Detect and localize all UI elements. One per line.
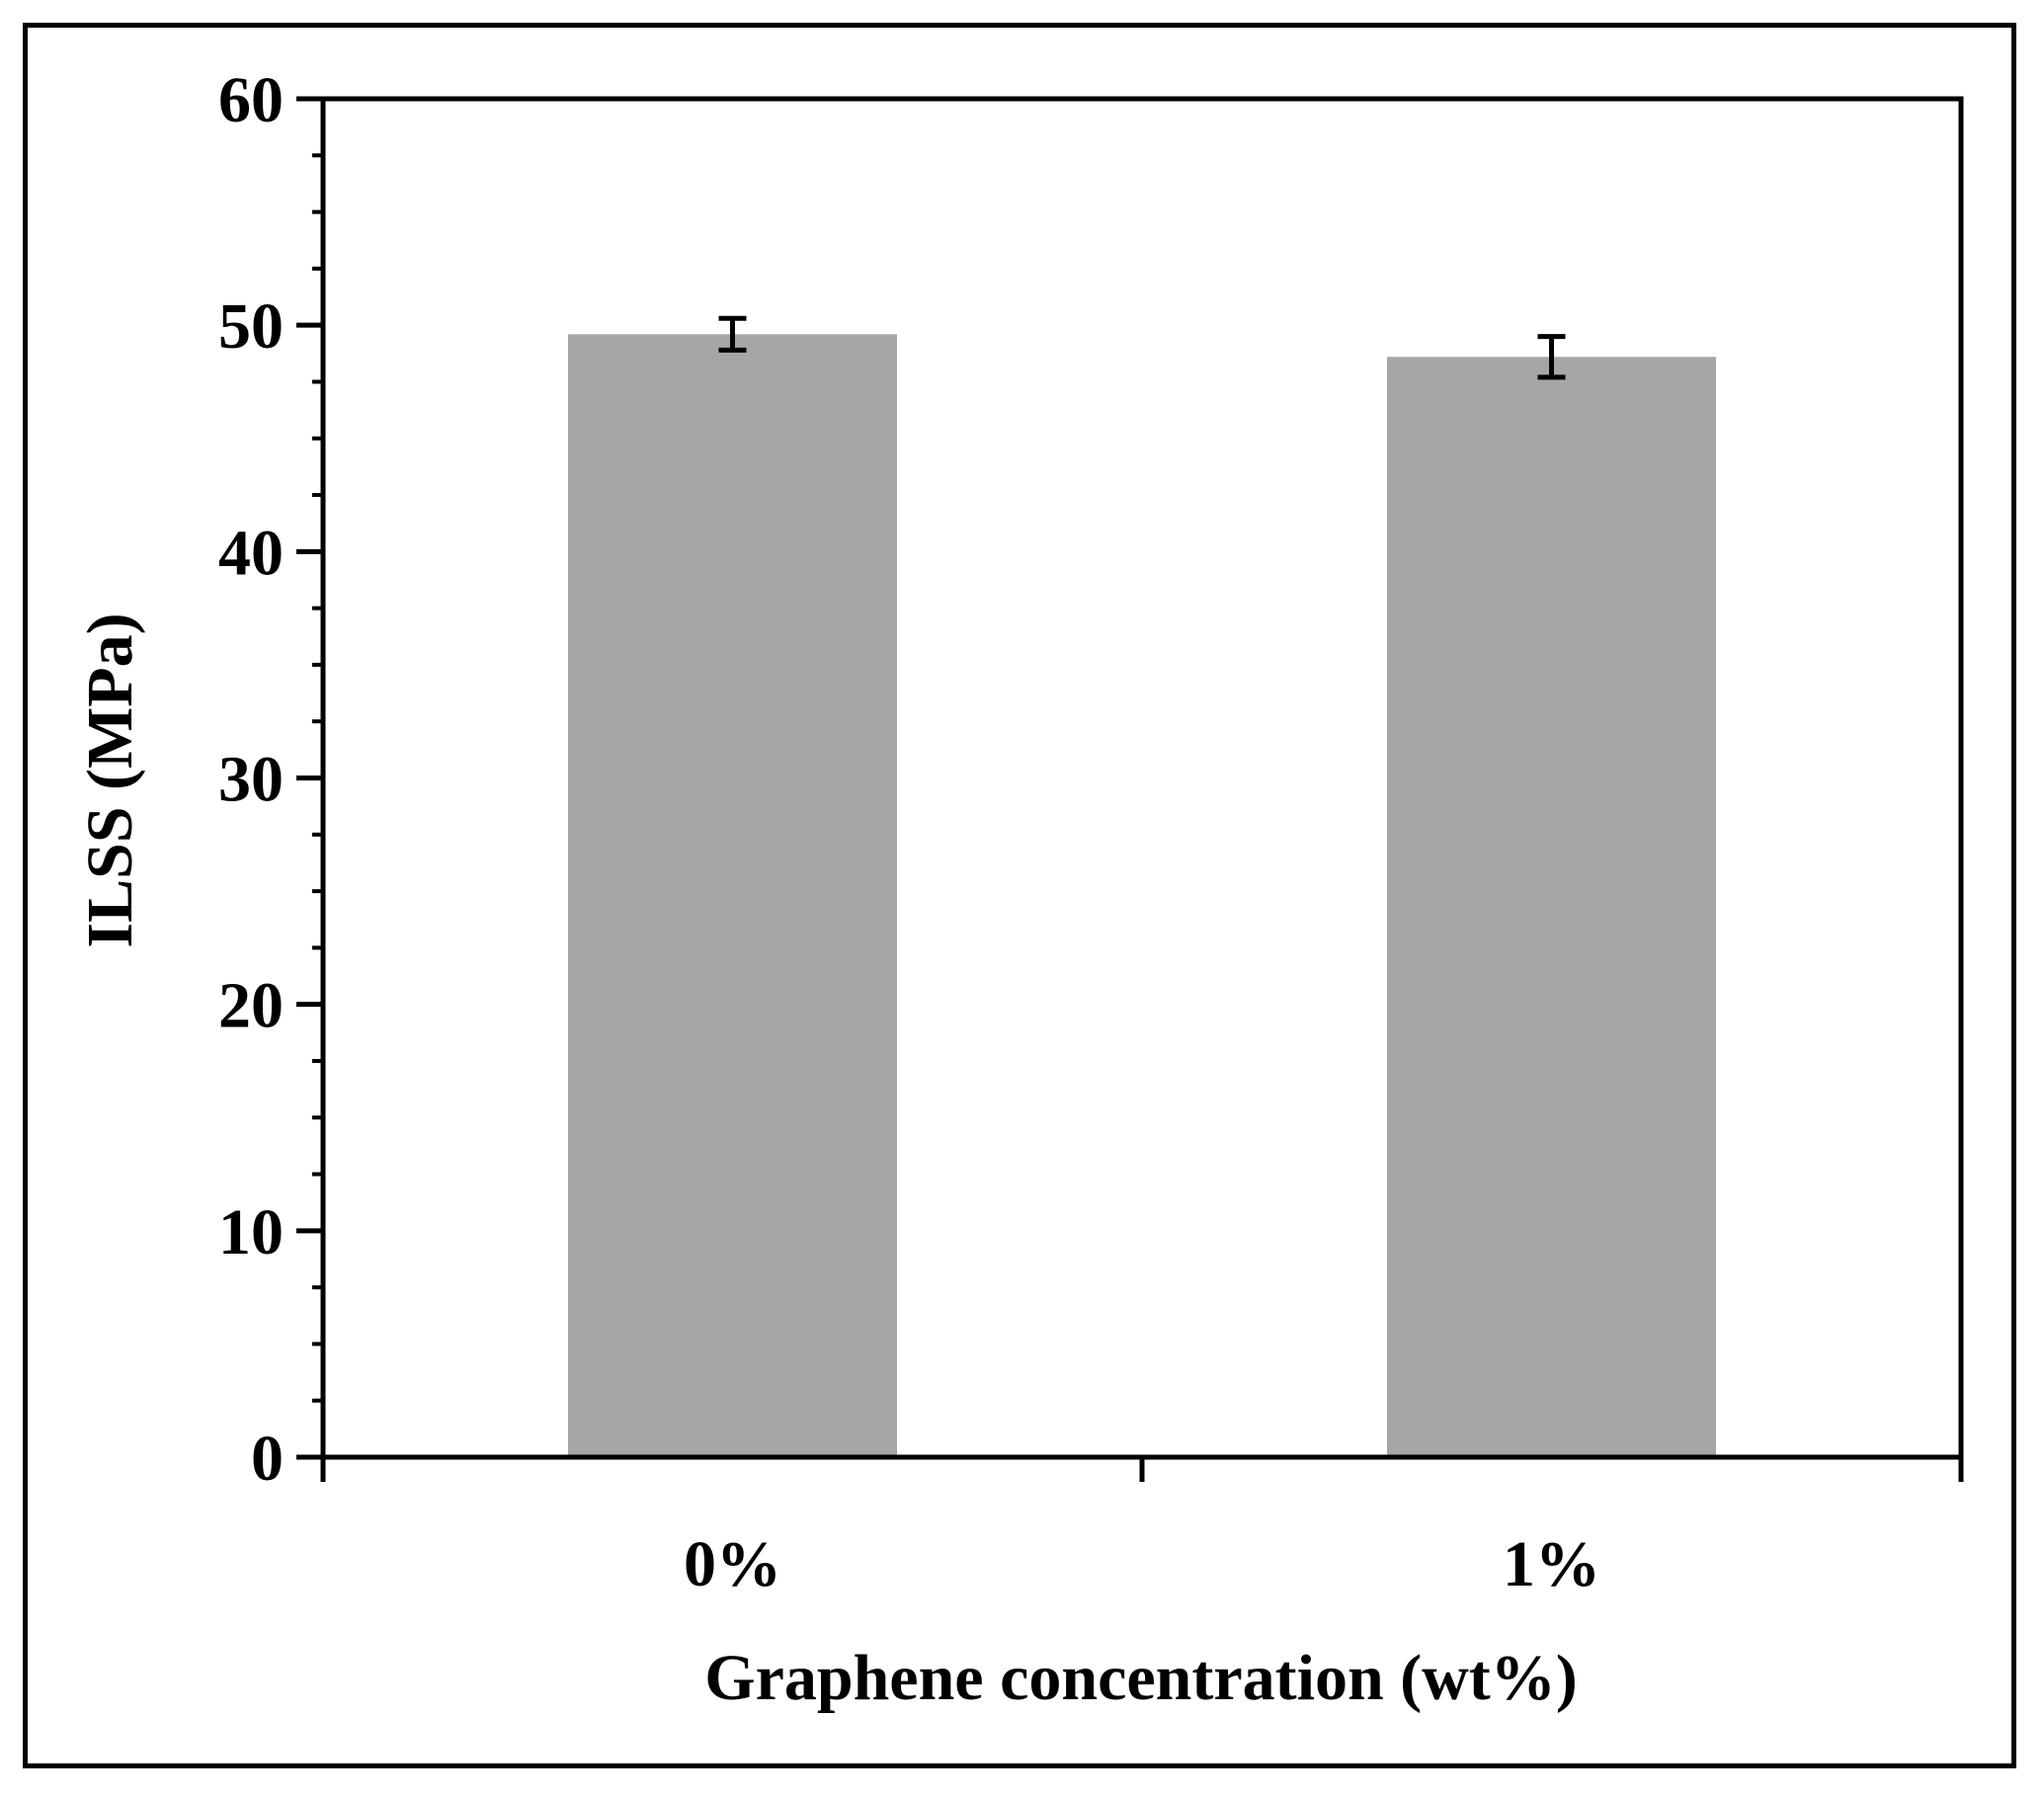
- y-axis-title: ILSS (MPa): [74, 613, 146, 947]
- bar: [568, 334, 897, 1457]
- y-tick-label: 10: [218, 1196, 284, 1268]
- x-axis-title: Graphene concentration (wt%): [704, 1642, 1578, 1714]
- x-tick-label: 0%: [684, 1528, 781, 1600]
- x-tick-label: 1%: [1503, 1528, 1600, 1600]
- y-tick-label: 0: [251, 1423, 284, 1495]
- plot-area: 0% 1% 0 10 20 30 40 50 60: [218, 64, 1964, 1600]
- y-tick-label: 50: [218, 290, 284, 363]
- bar: [1387, 357, 1716, 1457]
- y-tick-label: 40: [218, 517, 284, 589]
- y-tick-label: 20: [218, 970, 284, 1042]
- y-tick-label: 60: [218, 64, 284, 136]
- y-tick-label: 30: [218, 744, 284, 816]
